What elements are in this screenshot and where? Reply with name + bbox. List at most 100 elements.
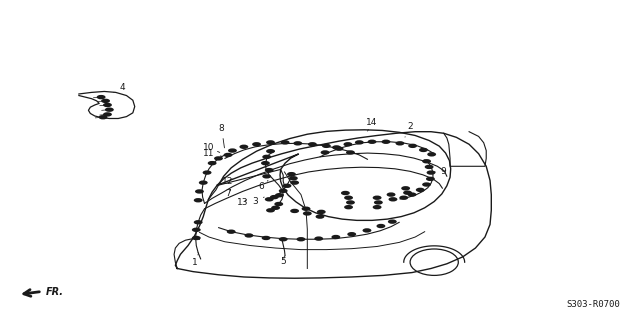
Text: 3: 3 [252,197,264,206]
Circle shape [381,140,390,144]
Circle shape [416,188,425,192]
Circle shape [401,186,410,190]
Text: 14: 14 [366,118,378,131]
Circle shape [346,150,355,155]
Circle shape [422,182,431,187]
Circle shape [426,177,435,181]
Text: 9: 9 [432,167,447,176]
Circle shape [346,200,355,205]
Text: 13: 13 [237,198,248,207]
Text: FR.: FR. [46,287,64,297]
Circle shape [374,200,383,205]
Circle shape [344,205,353,209]
Circle shape [244,233,253,238]
Circle shape [408,144,417,148]
Circle shape [271,205,280,210]
Circle shape [266,140,275,145]
Circle shape [279,188,287,193]
Circle shape [192,236,201,240]
Text: 2: 2 [405,123,413,137]
Circle shape [425,165,433,169]
Circle shape [192,228,201,232]
Circle shape [293,141,302,146]
Circle shape [348,232,356,236]
Circle shape [335,147,344,151]
Circle shape [399,196,408,200]
Circle shape [290,209,299,213]
Circle shape [223,153,232,157]
Circle shape [265,168,274,172]
Circle shape [332,235,340,239]
Circle shape [355,140,364,145]
Text: 11: 11 [204,149,221,158]
Circle shape [367,140,376,144]
Text: 5: 5 [280,256,286,266]
Circle shape [322,144,331,148]
Circle shape [270,195,279,199]
Circle shape [262,155,271,159]
Circle shape [275,193,284,197]
Circle shape [289,176,298,180]
Text: 8: 8 [219,124,225,148]
Circle shape [287,172,296,176]
Circle shape [372,205,381,209]
Circle shape [239,145,248,149]
Circle shape [376,224,385,228]
Circle shape [261,161,270,165]
Circle shape [422,159,431,164]
Circle shape [227,229,236,234]
Circle shape [252,142,261,147]
Circle shape [275,202,284,206]
Circle shape [290,180,299,185]
Circle shape [195,189,204,194]
Circle shape [362,228,371,233]
Text: 6: 6 [259,180,268,191]
Circle shape [281,140,289,145]
Circle shape [301,206,310,211]
Circle shape [314,236,323,241]
Circle shape [303,211,312,216]
Text: 7: 7 [225,188,231,197]
Circle shape [372,196,381,200]
Circle shape [344,142,353,147]
Circle shape [332,145,341,150]
Text: 4: 4 [114,83,125,92]
Circle shape [279,237,287,242]
Circle shape [321,150,330,155]
Circle shape [103,112,112,116]
Circle shape [103,103,112,107]
Circle shape [266,208,275,212]
Circle shape [388,197,397,202]
Circle shape [105,108,114,112]
Circle shape [101,99,110,103]
Text: 10: 10 [204,143,220,152]
Circle shape [208,161,216,165]
Circle shape [199,180,208,185]
Circle shape [341,191,350,195]
Circle shape [97,95,106,99]
Circle shape [316,214,324,219]
Circle shape [296,237,305,242]
Circle shape [194,198,203,203]
Circle shape [265,197,274,202]
Circle shape [387,192,396,197]
Circle shape [403,190,412,195]
Circle shape [262,236,271,240]
Circle shape [203,170,211,175]
Circle shape [396,141,404,146]
Circle shape [317,210,326,214]
Circle shape [308,142,317,147]
Circle shape [228,148,237,153]
Circle shape [344,196,353,200]
Text: 1: 1 [191,254,198,267]
Text: S303-R0700: S303-R0700 [566,300,620,309]
Circle shape [419,148,428,152]
Circle shape [99,115,108,119]
Circle shape [408,192,417,197]
Circle shape [194,220,203,224]
Circle shape [262,174,271,179]
Circle shape [283,184,291,188]
Text: 12: 12 [222,177,234,186]
Circle shape [266,149,275,153]
Circle shape [388,220,397,224]
